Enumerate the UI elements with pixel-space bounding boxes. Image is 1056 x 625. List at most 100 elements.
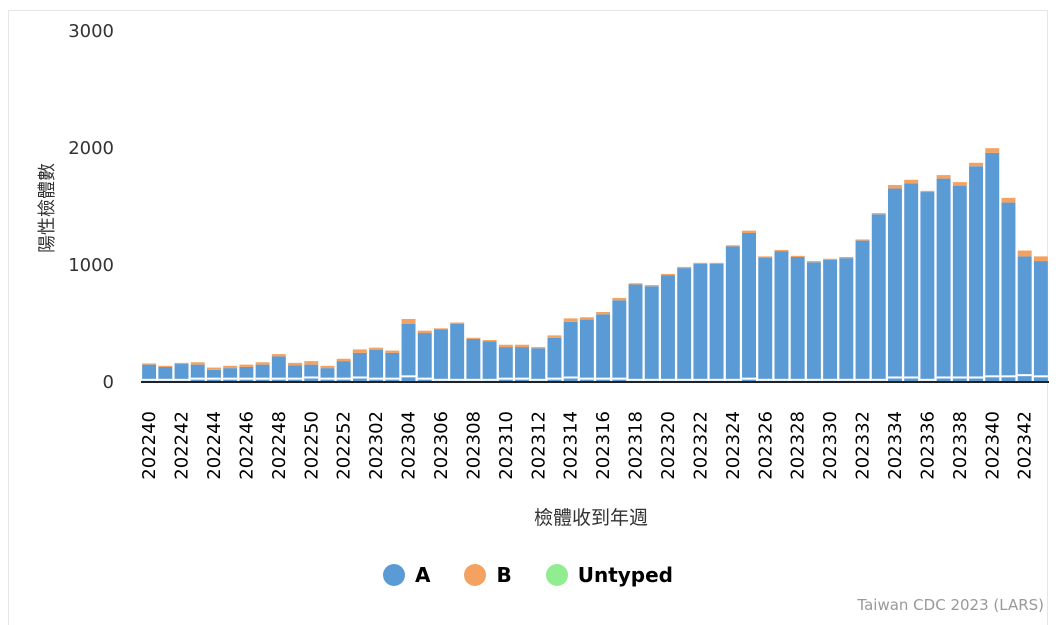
- bar-a-202315[interactable]: [579, 319, 594, 381]
- bar-a-202342[interactable]: [1017, 256, 1032, 381]
- bar-a-202302[interactable]: [369, 350, 384, 381]
- bar-a-202304[interactable]: [401, 323, 416, 381]
- bar-b-202337[interactable]: [936, 175, 951, 179]
- bar-a-202322[interactable]: [693, 264, 708, 381]
- bar-a-202334[interactable]: [887, 188, 902, 381]
- bar-a-202321[interactable]: [677, 268, 692, 381]
- bar-b-202301[interactable]: [352, 349, 367, 353]
- bar-a-202242[interactable]: [174, 364, 189, 381]
- bar-a-202307[interactable]: [450, 323, 465, 381]
- bar-b-202334[interactable]: [887, 185, 902, 189]
- bar-b-202317[interactable]: [612, 297, 627, 301]
- bar-b-202312[interactable]: [531, 347, 546, 349]
- bar-b-202313[interactable]: [547, 335, 562, 338]
- bar-a-202301[interactable]: [352, 352, 367, 381]
- bar-b-202324[interactable]: [725, 245, 740, 247]
- legend-item-untyped[interactable]: Untyped: [545, 563, 673, 587]
- bar-a-202303[interactable]: [385, 352, 400, 381]
- bar-a-202312[interactable]: [531, 348, 546, 381]
- bar-b-202325[interactable]: [742, 230, 756, 233]
- bar-a-202243[interactable]: [190, 364, 205, 381]
- bar-a-202318[interactable]: [628, 284, 643, 381]
- bar-a-202308[interactable]: [466, 338, 481, 381]
- bar-a-202341[interactable]: [1001, 202, 1016, 381]
- bar-a-202247[interactable]: [255, 364, 270, 381]
- bar-a-202324[interactable]: [725, 246, 740, 381]
- bar-a-202328[interactable]: [790, 256, 805, 381]
- bar-b-202246[interactable]: [239, 364, 254, 367]
- bar-a-202240[interactable]: [142, 364, 157, 381]
- bar-b-202245[interactable]: [223, 365, 238, 369]
- bar-b-202311[interactable]: [515, 344, 529, 348]
- bar-a-202325[interactable]: [742, 233, 756, 381]
- bar-a-202313[interactable]: [547, 337, 562, 381]
- bar-b-202339[interactable]: [969, 162, 983, 167]
- bar-a-202311[interactable]: [515, 347, 529, 381]
- bar-b-202329[interactable]: [806, 261, 821, 263]
- bar-a-202333[interactable]: [871, 214, 886, 381]
- bar-a-202248[interactable]: [271, 356, 286, 381]
- bar-b-202342[interactable]: [1017, 250, 1032, 257]
- bar-a-202252[interactable]: [336, 361, 351, 381]
- bar-b-202308[interactable]: [466, 337, 481, 339]
- bar-b-202316[interactable]: [596, 311, 611, 315]
- bar-b-202321[interactable]: [677, 266, 692, 269]
- bar-a-202323[interactable]: [709, 264, 724, 381]
- bar-b-202242[interactable]: [174, 362, 189, 365]
- bar-a-202316[interactable]: [596, 314, 611, 381]
- bar-b-202331[interactable]: [839, 256, 854, 259]
- bar-b-202306[interactable]: [433, 328, 448, 330]
- bar-b-202310[interactable]: [498, 344, 513, 348]
- bar-a-202320[interactable]: [660, 275, 675, 381]
- bar-a-202305[interactable]: [417, 333, 432, 381]
- bar-b-202305[interactable]: [417, 330, 432, 334]
- bar-b-202250[interactable]: [304, 361, 319, 365]
- bar-a-202309[interactable]: [482, 341, 497, 381]
- bar-a-202332[interactable]: [855, 240, 870, 381]
- bar-b-202244[interactable]: [206, 367, 221, 370]
- bar-b-202336[interactable]: [920, 190, 935, 193]
- bar-b-202319[interactable]: [644, 285, 659, 287]
- bar-b-202243[interactable]: [190, 362, 205, 365]
- bar-b-202249[interactable]: [288, 362, 302, 366]
- bar-b-202303[interactable]: [385, 350, 400, 353]
- bar-b-202247[interactable]: [255, 362, 270, 365]
- bar-a-202331[interactable]: [839, 258, 854, 381]
- bar-b-202338[interactable]: [952, 182, 967, 186]
- bar-a-202314[interactable]: [563, 321, 578, 381]
- bar-b-202343[interactable]: [1033, 256, 1048, 262]
- bar-a-202339[interactable]: [969, 166, 983, 381]
- bar-b-202314[interactable]: [563, 318, 578, 322]
- bar-b-202240[interactable]: [142, 363, 157, 365]
- bar-a-202337[interactable]: [936, 178, 951, 381]
- bar-a-202340[interactable]: [985, 152, 1000, 381]
- bar-a-202335[interactable]: [904, 183, 919, 381]
- bar-b-202326[interactable]: [758, 256, 773, 258]
- bar-b-202309[interactable]: [482, 340, 497, 342]
- bar-b-202333[interactable]: [871, 213, 886, 215]
- bar-a-202306[interactable]: [433, 329, 448, 381]
- bar-b-202332[interactable]: [855, 239, 870, 241]
- bar-a-202250[interactable]: [304, 364, 319, 381]
- bar-a-202319[interactable]: [644, 286, 659, 381]
- bar-a-202338[interactable]: [952, 185, 967, 381]
- bar-a-202329[interactable]: [806, 262, 821, 381]
- bar-b-202252[interactable]: [336, 358, 351, 362]
- bar-a-202317[interactable]: [612, 300, 627, 381]
- bar-a-202336[interactable]: [920, 192, 935, 381]
- bar-b-202323[interactable]: [709, 262, 724, 264]
- bar-a-202343[interactable]: [1033, 261, 1048, 381]
- bar-b-202327[interactable]: [774, 249, 789, 252]
- bar-b-202328[interactable]: [790, 255, 805, 257]
- bar-b-202322[interactable]: [693, 262, 708, 264]
- bar-b-202320[interactable]: [660, 273, 675, 276]
- bar-a-202326[interactable]: [758, 257, 773, 381]
- bar-b-202307[interactable]: [450, 322, 465, 324]
- legend-item-a[interactable]: A: [382, 563, 430, 587]
- bar-a-202241[interactable]: [158, 366, 173, 381]
- bar-b-202248[interactable]: [271, 354, 286, 357]
- bar-b-202318[interactable]: [628, 283, 643, 285]
- bar-a-202310[interactable]: [498, 347, 513, 381]
- bar-b-202315[interactable]: [579, 317, 594, 320]
- bar-b-202340[interactable]: [985, 148, 1000, 153]
